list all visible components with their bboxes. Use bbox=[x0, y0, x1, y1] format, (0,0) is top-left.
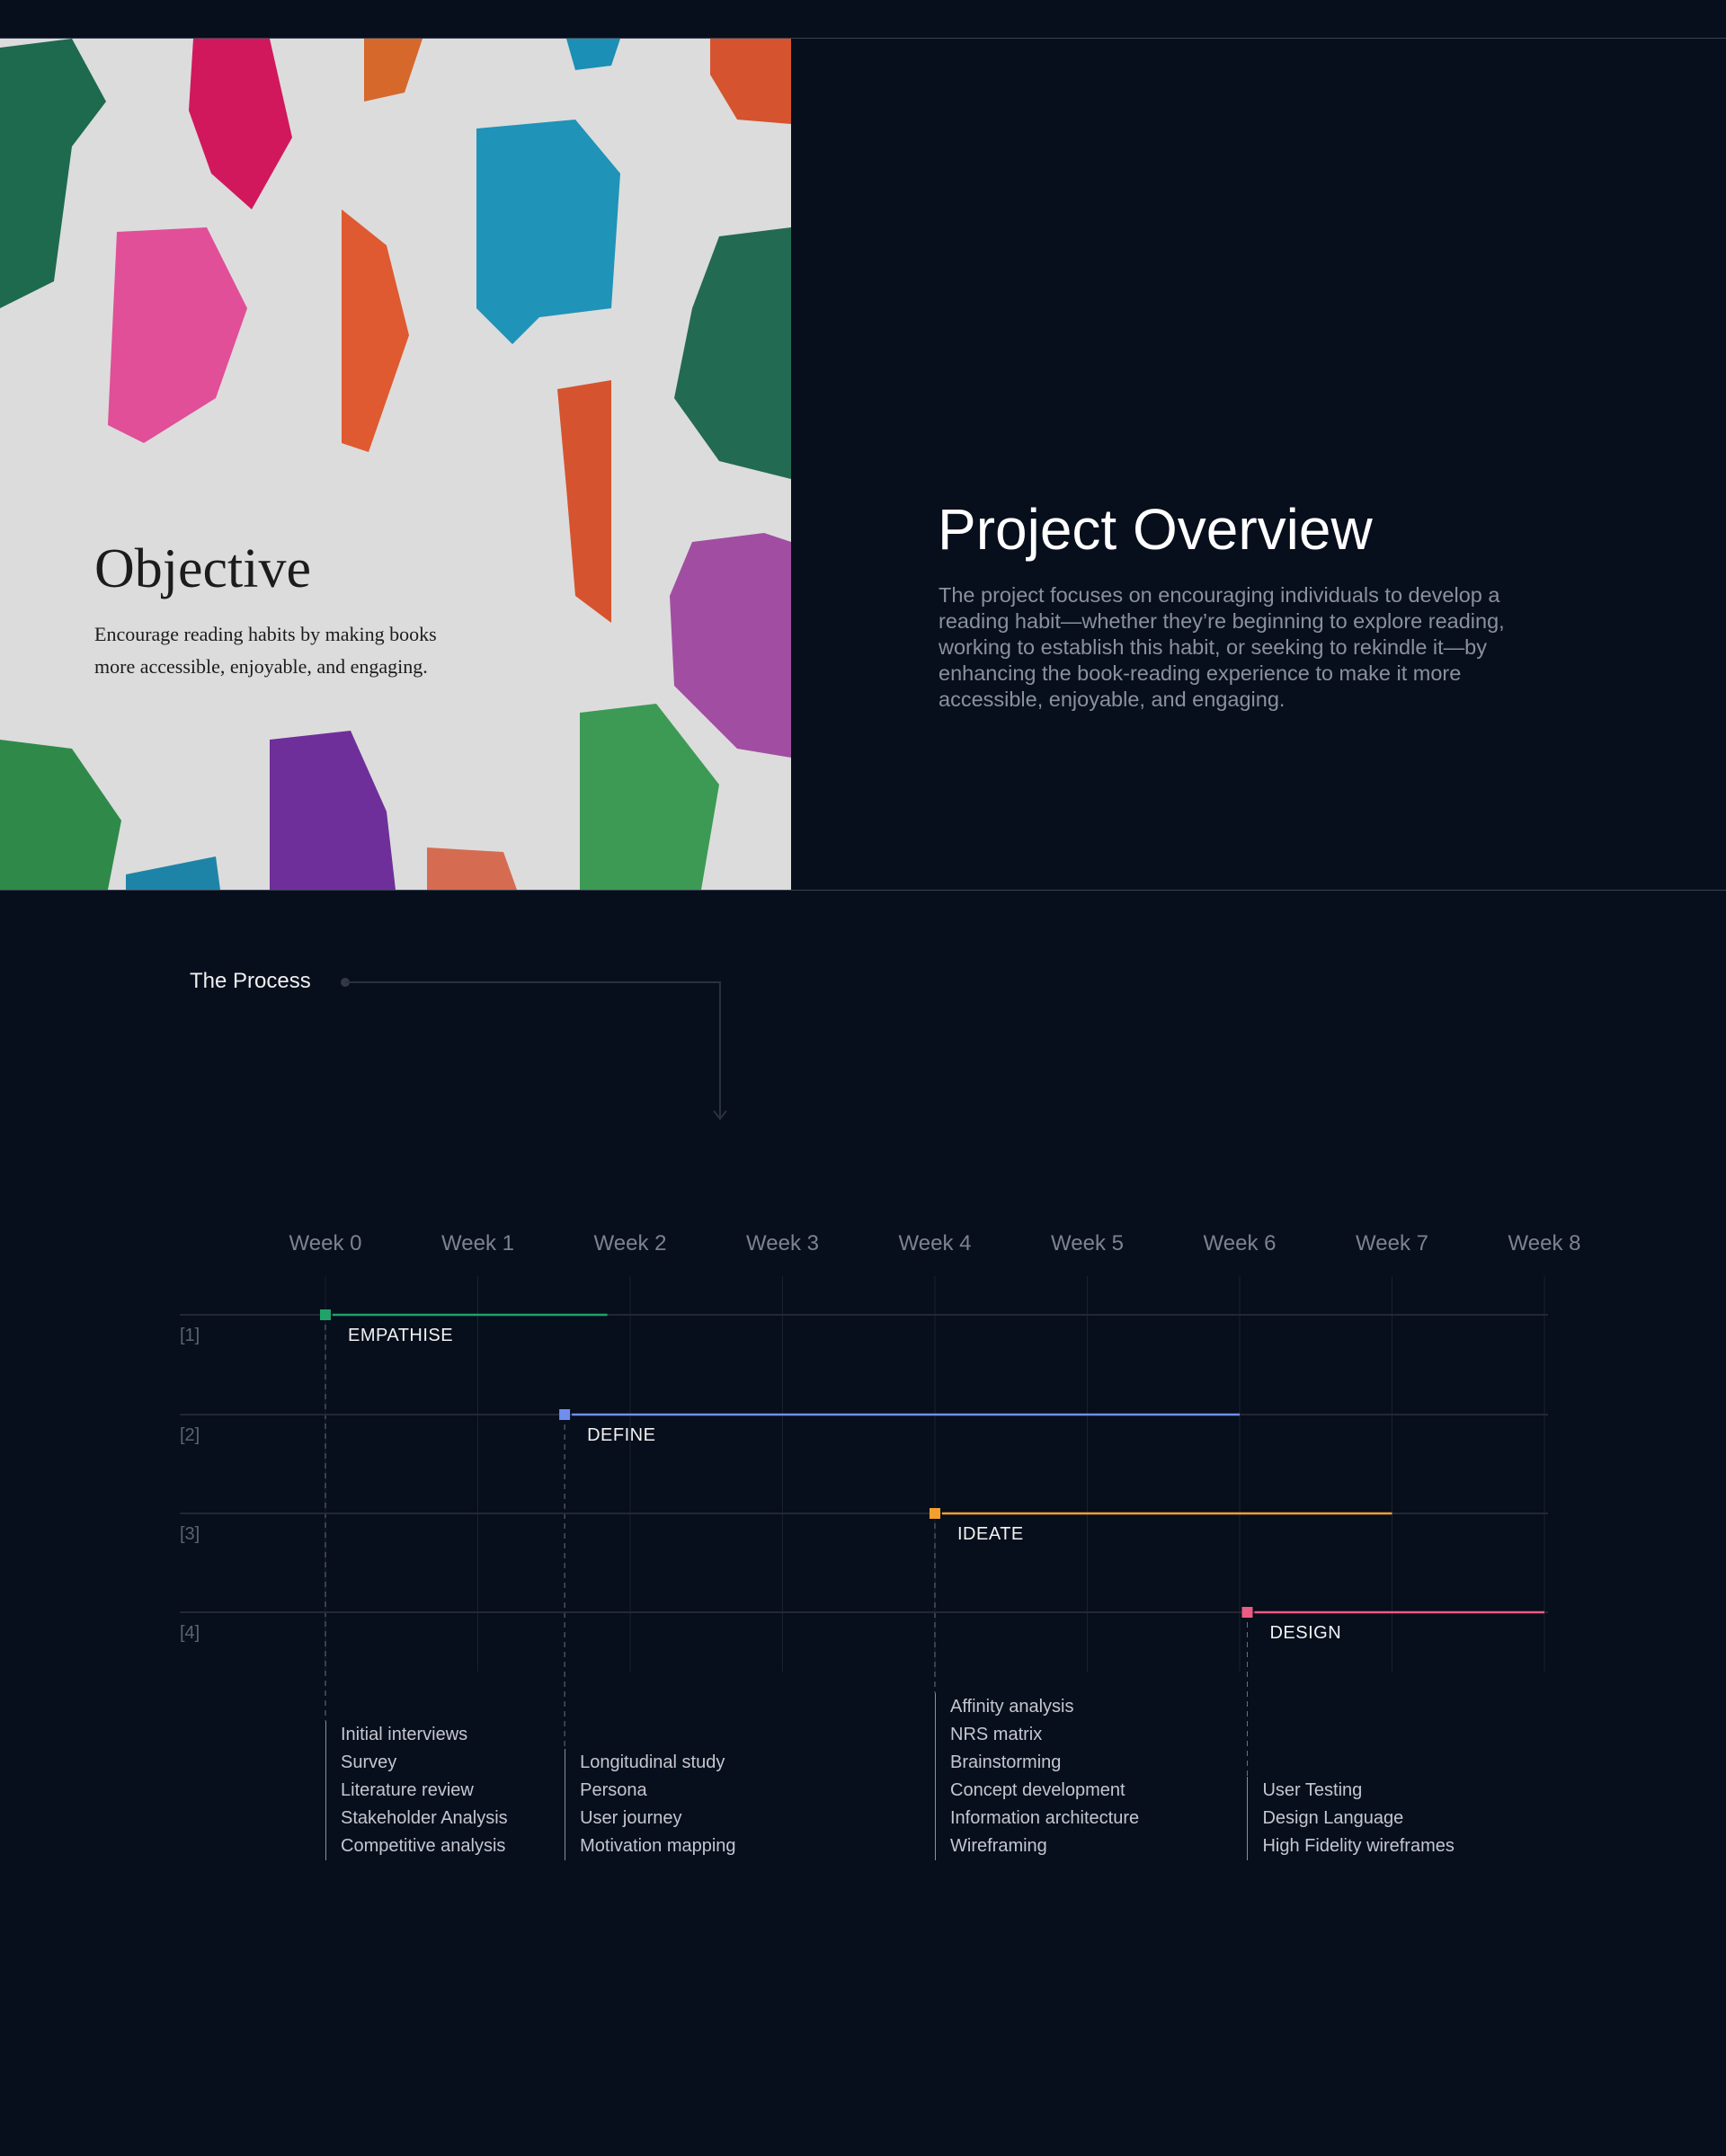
task-item: High Fidelity wireframes bbox=[1262, 1836, 1455, 1856]
task-item: NRS matrix bbox=[950, 1725, 1043, 1744]
task-item: User Testing bbox=[1262, 1780, 1363, 1800]
week-label: Week 6 bbox=[1203, 1231, 1277, 1255]
arrow-down-icon bbox=[713, 1110, 727, 1121]
row-index-label: [1] bbox=[180, 1326, 200, 1345]
week-label: Week 3 bbox=[746, 1231, 819, 1255]
phase-label: DEFINE bbox=[587, 1425, 656, 1445]
section-divider bbox=[0, 890, 1726, 891]
connector-line bbox=[345, 981, 721, 1117]
task-item: Brainstorming bbox=[950, 1752, 1062, 1772]
task-item: Motivation mapping bbox=[580, 1836, 736, 1856]
week-label: Week 5 bbox=[1051, 1231, 1124, 1255]
phase-start-marker bbox=[1241, 1607, 1253, 1618]
task-item: Information architecture bbox=[950, 1808, 1140, 1828]
task-item: Affinity analysis bbox=[950, 1697, 1074, 1717]
phase-task-list: User Testing Design Language High Fidelity… bbox=[1247, 1777, 1455, 1860]
week-label: Week 0 bbox=[289, 1231, 362, 1255]
objective-text: Encourage reading habits by making books… bbox=[94, 623, 437, 678]
phase-label: IDEATE bbox=[957, 1524, 1024, 1544]
task-item: Wireframing bbox=[950, 1836, 1047, 1856]
task-item: Persona bbox=[580, 1780, 647, 1800]
process-label: The Process bbox=[190, 969, 311, 993]
phase-label: DESIGN bbox=[1269, 1623, 1342, 1643]
top-divider bbox=[0, 38, 1726, 39]
phase-task-list: Longitudinal study Persona User journey Mot… bbox=[565, 1749, 736, 1860]
task-item: Competitive analysis bbox=[341, 1836, 506, 1856]
week-label: Week 2 bbox=[593, 1231, 667, 1255]
portrait-collage: Objective Encourage reading habits by ma… bbox=[0, 39, 791, 890]
row-index-label: [4] bbox=[180, 1623, 200, 1643]
task-item: Stakeholder Analysis bbox=[341, 1808, 508, 1828]
task-item: Initial interviews bbox=[341, 1725, 468, 1744]
task-item: Design Language bbox=[1262, 1808, 1404, 1828]
week-label: Week 4 bbox=[898, 1231, 972, 1255]
row-index-label: [3] bbox=[180, 1524, 200, 1544]
phase-start-marker bbox=[559, 1409, 571, 1420]
task-item: Literature review bbox=[341, 1780, 474, 1800]
overview-text: The project focuses on encouraging indiv… bbox=[939, 583, 1505, 711]
phase-task-list: Initial interviews Survey Literature revie… bbox=[325, 1721, 508, 1860]
week-label: Week 8 bbox=[1508, 1231, 1581, 1255]
task-item: User journey bbox=[580, 1808, 682, 1828]
phase-start-marker bbox=[930, 1508, 940, 1519]
overview-title: Project Overview bbox=[938, 497, 1373, 562]
objective-title: Objective bbox=[94, 538, 312, 599]
week-label: Week 7 bbox=[1356, 1231, 1428, 1255]
phase-label: EMPATHISE bbox=[348, 1326, 454, 1345]
row-index-label: [2] bbox=[180, 1425, 200, 1445]
phase-task-list: Affinity analysis NRS matrix Brainstorming… bbox=[935, 1693, 1139, 1860]
week-label: Week 1 bbox=[441, 1231, 514, 1255]
phase-start-marker bbox=[320, 1309, 331, 1320]
task-item: Longitudinal study bbox=[580, 1752, 725, 1772]
task-item: Concept development bbox=[950, 1780, 1125, 1800]
portrait-collage-image bbox=[0, 39, 791, 890]
task-item: Survey bbox=[341, 1752, 397, 1772]
